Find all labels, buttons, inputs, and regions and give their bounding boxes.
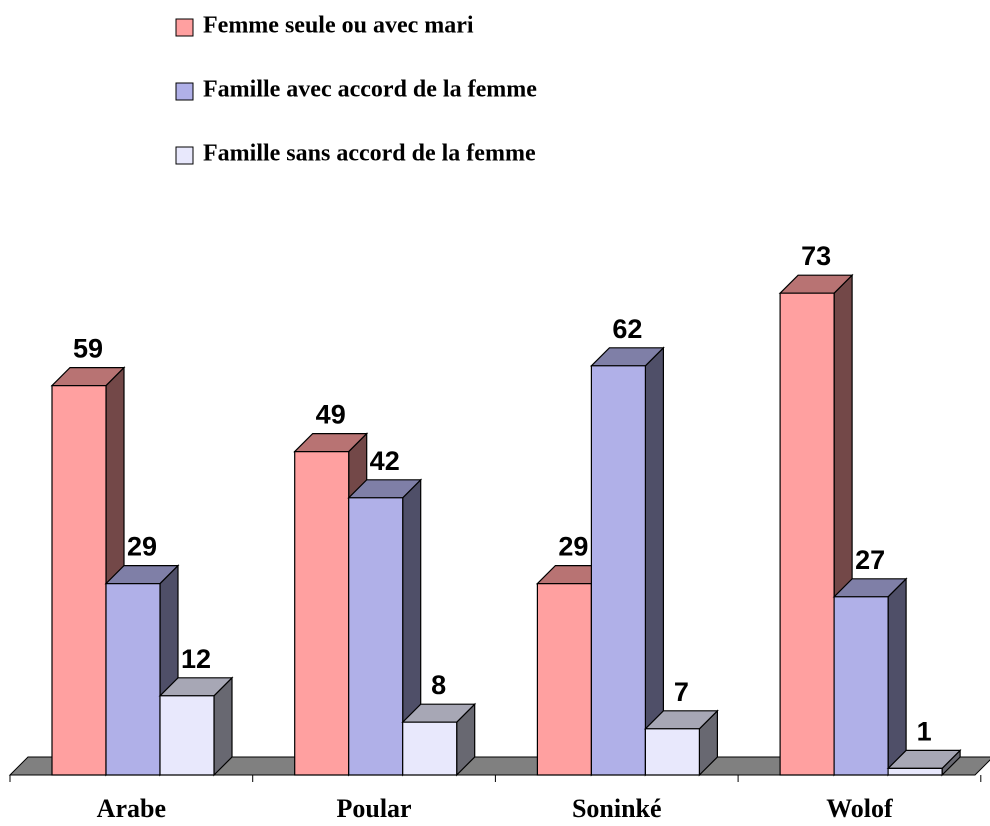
x-tick-label: Arabe bbox=[97, 794, 166, 823]
data-label: 73 bbox=[801, 241, 831, 271]
bar-face bbox=[294, 451, 350, 776]
bar-face bbox=[887, 767, 943, 776]
bar-face bbox=[779, 292, 835, 776]
data-label: 59 bbox=[73, 334, 103, 364]
data-label: 62 bbox=[612, 314, 642, 344]
bar-face bbox=[536, 582, 593, 776]
data-label: 12 bbox=[181, 644, 211, 674]
data-label: 8 bbox=[431, 670, 446, 700]
data-label: 29 bbox=[127, 532, 157, 562]
bar bbox=[589, 346, 665, 777]
bar bbox=[401, 702, 477, 777]
bar-face bbox=[159, 695, 215, 776]
bar bbox=[832, 577, 908, 777]
bar-face bbox=[887, 577, 907, 777]
x-tick-label: Poular bbox=[336, 794, 411, 823]
bar-face bbox=[590, 365, 647, 776]
legend-swatch bbox=[175, 18, 194, 37]
legend-swatch bbox=[175, 82, 194, 101]
bar-face bbox=[105, 582, 161, 776]
bar-face bbox=[644, 728, 701, 776]
data-label: 42 bbox=[370, 446, 400, 476]
data-label: 1 bbox=[917, 716, 932, 746]
x-tick-label: Wolof bbox=[826, 794, 893, 823]
bar-face bbox=[51, 385, 107, 776]
data-label: 27 bbox=[855, 545, 885, 575]
legend-label: Femme seule ou avec mari bbox=[203, 13, 474, 39]
bar-face bbox=[833, 596, 889, 776]
data-label: 49 bbox=[316, 400, 346, 430]
data-label: 29 bbox=[558, 532, 588, 562]
bar-face bbox=[402, 721, 458, 776]
data-label: 7 bbox=[674, 677, 689, 707]
x-tick-label: Soninké bbox=[572, 794, 662, 823]
bar bbox=[643, 709, 719, 777]
legend-label: Famille avec accord de la femme bbox=[203, 77, 537, 103]
bar bbox=[347, 478, 423, 777]
legend-swatch bbox=[175, 146, 194, 165]
bar-face bbox=[644, 346, 665, 777]
legend-label: Famille sans accord de la femme bbox=[203, 141, 536, 167]
bar bbox=[886, 748, 962, 777]
bar bbox=[158, 676, 234, 777]
bar-face bbox=[348, 497, 404, 776]
